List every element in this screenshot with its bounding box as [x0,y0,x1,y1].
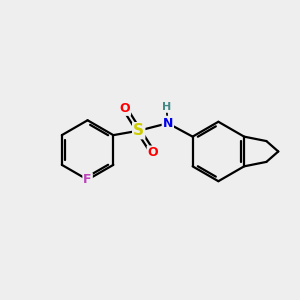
Text: O: O [148,146,158,160]
Text: F: F [83,173,92,186]
Text: N: N [163,117,173,130]
Text: O: O [119,102,130,115]
Text: S: S [133,123,144,138]
Text: H: H [162,102,171,112]
